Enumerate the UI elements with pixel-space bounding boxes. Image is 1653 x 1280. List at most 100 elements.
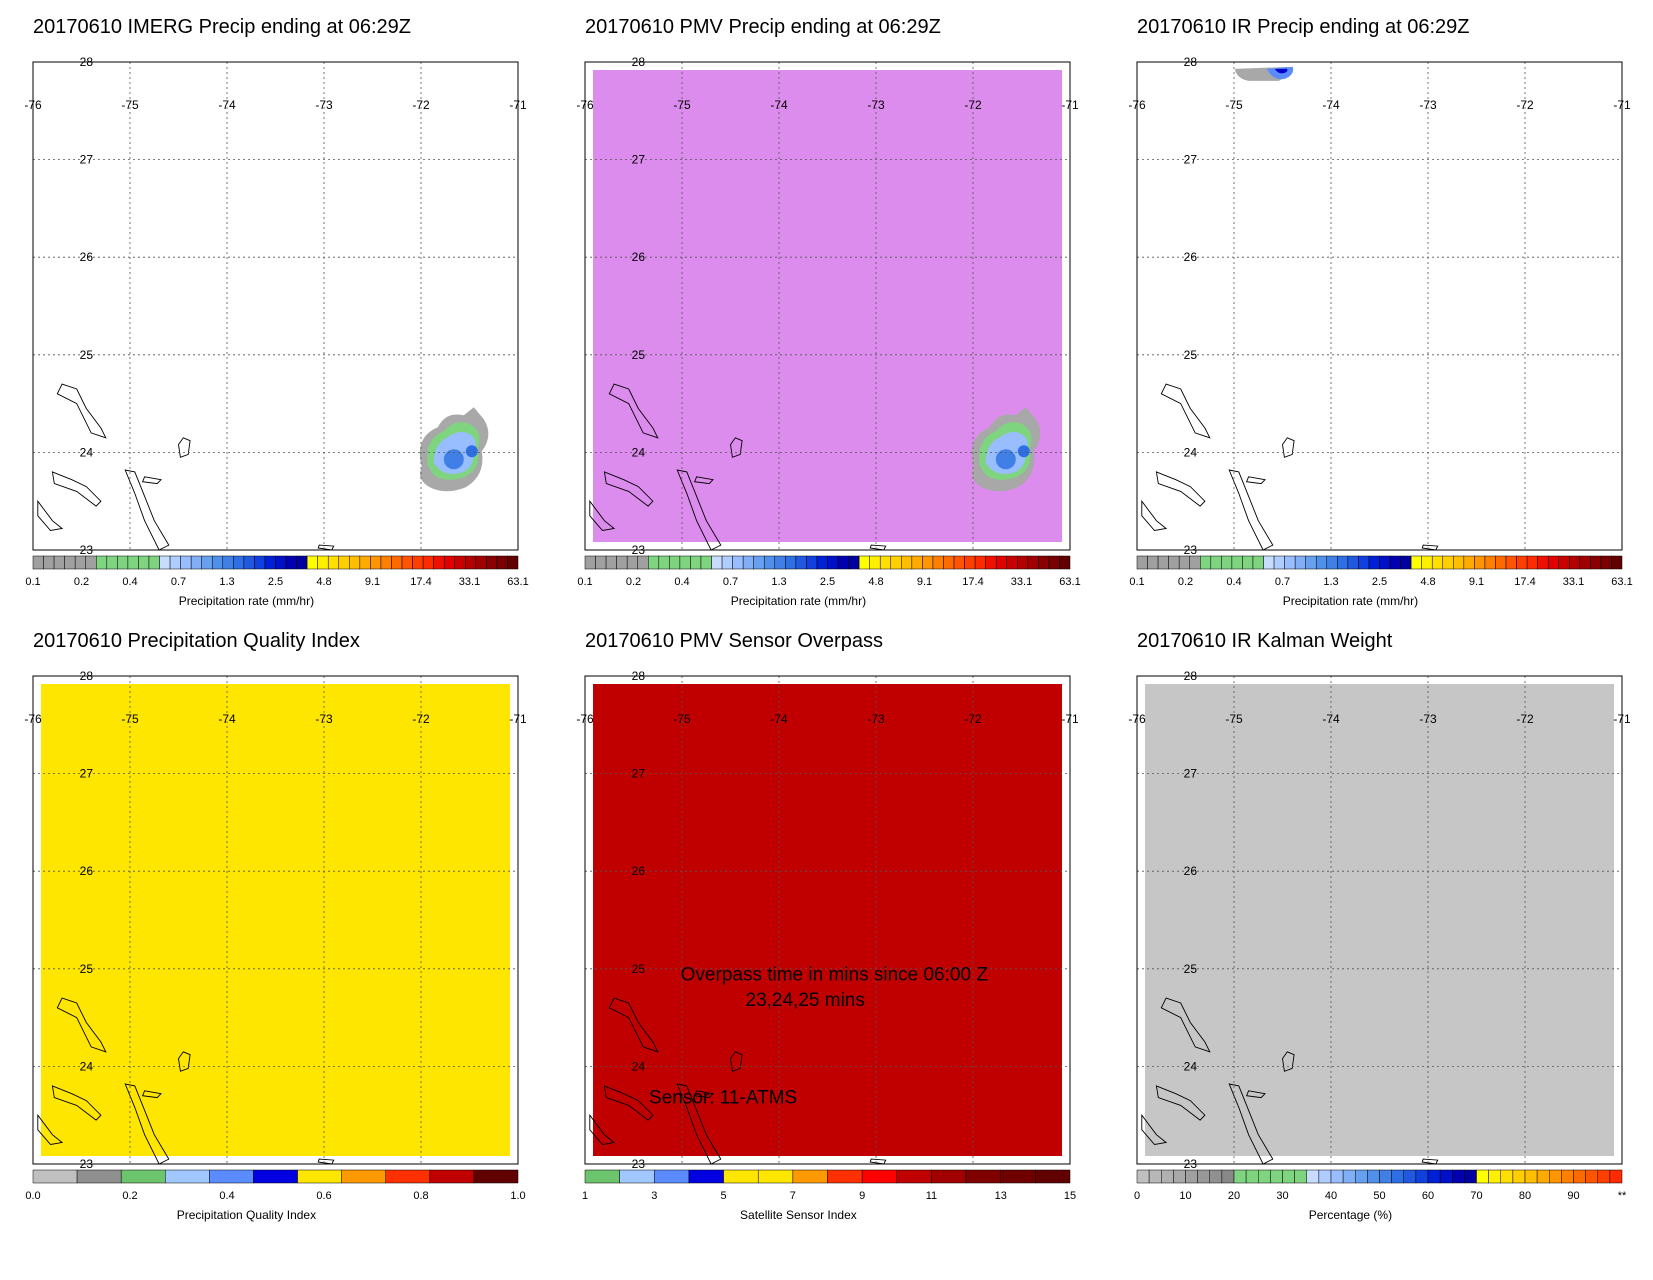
colorbar-cell <box>742 555 754 570</box>
colorbar-cell <box>1273 555 1285 570</box>
lat-tick-label: 25 <box>632 962 646 976</box>
coastline-1 <box>730 1051 743 1072</box>
colorbar-cell <box>43 555 55 570</box>
colorbar-cell <box>827 1169 863 1184</box>
colorbar-cell <box>53 555 65 570</box>
colorbar-cell <box>327 555 340 570</box>
lat-tick-label: 24 <box>80 1059 94 1073</box>
colorbar-cell <box>1200 555 1212 570</box>
precip-core-2 <box>465 445 478 458</box>
lat-tick-label: 26 <box>80 864 94 878</box>
coastline-5 <box>317 1158 335 1165</box>
colorbar-tick-label: 0.7 <box>723 576 738 588</box>
lat-tick-label: 27 <box>1184 153 1198 167</box>
colorbar-cell <box>848 555 860 570</box>
colorbar-cell <box>974 555 986 570</box>
lon-tick-label: -75 <box>673 712 691 726</box>
colorbar-tick-label: 1 <box>582 1190 588 1202</box>
colorbar-cell <box>1609 1169 1623 1184</box>
colorbar-tick-label: 1.3 <box>219 576 234 588</box>
lat-tick-label: 25 <box>80 962 94 976</box>
colorbar-cell <box>211 555 224 570</box>
colorbar-cell <box>275 555 287 570</box>
colorbar-cell <box>1006 555 1018 570</box>
colorbar-cell <box>1358 555 1370 570</box>
lon-tick-label: -74 <box>770 98 788 112</box>
colorbar-cell <box>117 555 129 570</box>
map-frame <box>32 61 519 551</box>
lat-tick-label: 25 <box>632 348 646 362</box>
colorbar-cell <box>1590 555 1602 570</box>
colorbar-cell <box>1569 555 1581 570</box>
lon-tick-label: -72 <box>1516 712 1534 726</box>
colorbar-cell <box>1318 1169 1332 1184</box>
coastline-4 <box>1245 476 1266 485</box>
colorbar-cell <box>1035 1169 1071 1184</box>
coastline-2 <box>603 1085 654 1121</box>
colorbar-cell <box>861 1169 898 1184</box>
colorbar-cell <box>1157 555 1169 570</box>
precip-core-2 <box>1017 445 1030 458</box>
map-frame <box>584 61 1071 551</box>
colorbar-cell <box>1431 555 1444 570</box>
colorbar-tick-label: 17.4 <box>962 576 983 588</box>
coastline-5 <box>869 544 887 551</box>
colorbar-cell <box>1484 555 1496 570</box>
lat-tick-label: 27 <box>1184 767 1198 781</box>
lon-tick-label: -73 <box>867 712 885 726</box>
colorbar-cell <box>1463 555 1475 570</box>
colorbar-cell <box>1597 1169 1611 1184</box>
colorbar-cell <box>1415 1169 1429 1184</box>
colorbar-tick-label: ** <box>1618 1190 1627 1202</box>
colorbar-cell <box>296 555 308 570</box>
lon-tick-label: -73 <box>315 712 333 726</box>
lat-tick-label: 24 <box>1184 1059 1198 1073</box>
colorbar-cell <box>605 555 617 570</box>
coastline-6 <box>589 499 616 531</box>
colorbar-tick-label: 0.4 <box>1226 576 1241 588</box>
colorbar-tick-label: 33.1 <box>1011 576 1032 588</box>
colorbar-cell <box>253 1169 298 1184</box>
colorbar-cell <box>1282 1169 1295 1184</box>
colorbar-cell <box>1294 1169 1307 1184</box>
colorbar-cell <box>443 555 455 570</box>
colorbar-cell <box>658 555 670 570</box>
colorbar-cell <box>317 555 329 570</box>
colorbar-cell <box>1000 1169 1036 1184</box>
lon-tick-label: -72 <box>1516 98 1534 112</box>
colorbar-cell <box>1342 1169 1356 1184</box>
colorbar-tick-label: 2.5 <box>1372 576 1387 588</box>
colorbar-cell <box>1337 555 1349 570</box>
lat-tick-label: 27 <box>632 767 646 781</box>
colorbar-cell <box>965 1169 1001 1184</box>
panel-title: 20170610 IR Kalman Weight <box>1137 630 1393 652</box>
lon-tick-label: -72 <box>412 712 430 726</box>
colorbar-tick-label: 7 <box>790 1190 796 1202</box>
colorbar-cell <box>669 555 681 570</box>
colorbar-cell <box>1573 1169 1586 1184</box>
colorbar-cell <box>879 555 892 570</box>
colorbar-cell <box>1048 555 1060 570</box>
colorbar-cell <box>1305 555 1317 570</box>
colorbar-cell <box>1326 555 1338 570</box>
colorbar-cell <box>1439 1169 1453 1184</box>
coastline-5 <box>1421 544 1439 551</box>
colorbar-cell <box>700 555 712 570</box>
coastline-6 <box>37 499 64 531</box>
colorbar-cell <box>732 555 744 570</box>
colorbar-tick-label: 5 <box>721 1190 727 1202</box>
colorbar-cell <box>1185 1169 1198 1184</box>
colorbar-label: Satellite Sensor Index <box>740 1208 857 1222</box>
coastline-0 <box>56 997 107 1053</box>
colorbar-cell <box>243 555 255 570</box>
colorbar-cell <box>679 555 691 570</box>
colorbar-cell <box>637 555 649 570</box>
colorbar-cell <box>475 555 487 570</box>
colorbar-cell <box>1252 555 1264 570</box>
colorbar-tick-label: 0.7 <box>1275 576 1290 588</box>
colorbar-cell <box>1495 555 1507 570</box>
map-frame <box>1136 61 1623 551</box>
colorbar-cell <box>1488 1169 1501 1184</box>
